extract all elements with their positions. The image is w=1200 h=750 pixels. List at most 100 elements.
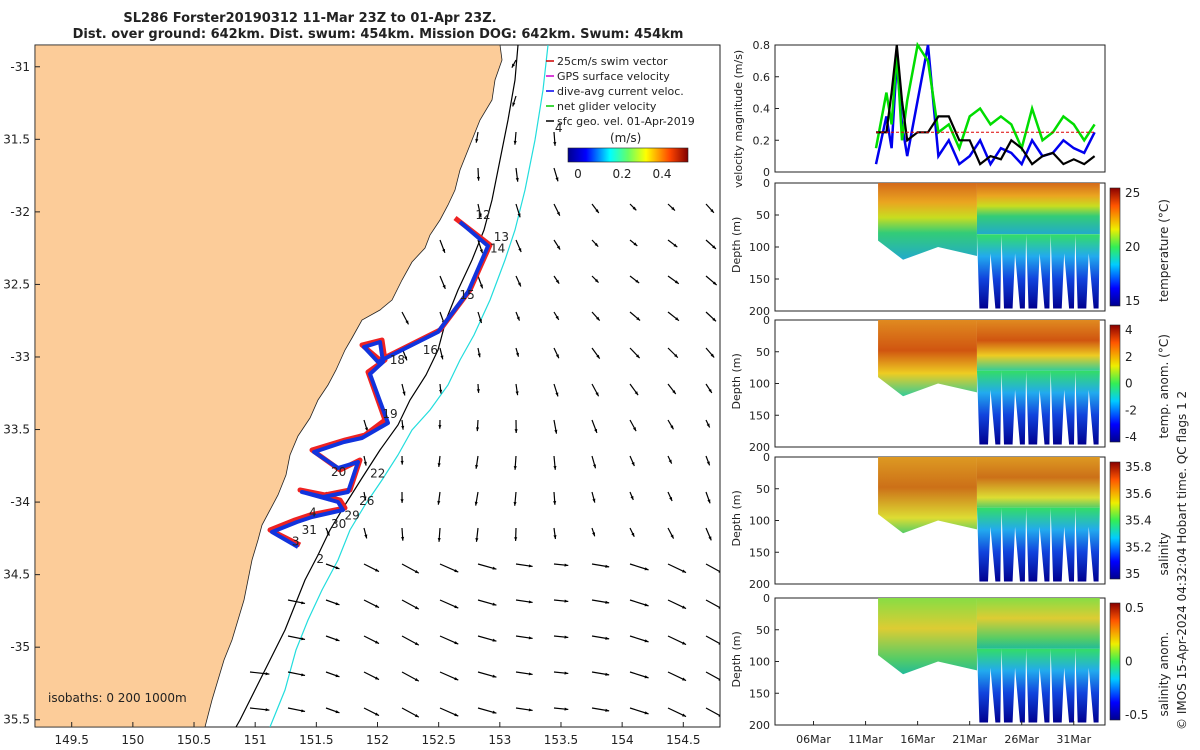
velocity-arrowhead: [492, 638, 497, 642]
velocity-arrowhead: [414, 569, 419, 574]
velocity-arrowhead: [401, 536, 405, 541]
track-label: 19: [382, 407, 397, 421]
velocity-arrowhead: [605, 672, 610, 676]
depth-label: Depth (m): [730, 353, 743, 409]
colorbar-tick-label: 35.2: [1125, 540, 1152, 554]
velocity-arrowhead: [710, 208, 714, 213]
velocity-arrowhead: [454, 713, 459, 717]
velocity-arrowhead: [644, 639, 649, 643]
velocity-arrowhead: [438, 425, 442, 429]
velocity-ytick-label: 0: [763, 166, 770, 179]
velocity-arrowhead: [564, 635, 569, 639]
velocity-arrowhead: [400, 460, 404, 465]
track-label: 15: [459, 288, 474, 302]
lat-tick-label: -35: [10, 640, 30, 654]
velocity-arrowhead: [335, 602, 340, 606]
depth-tick-label: 0: [763, 314, 770, 327]
velocity-arrowhead: [592, 532, 596, 537]
velocity-arrowhead: [718, 713, 720, 717]
lon-tick-label: 152.5: [421, 733, 455, 747]
velocity-arrowhead: [669, 497, 673, 502]
velocity-arrowhead: [528, 708, 533, 712]
velocity-arrowhead: [475, 427, 480, 432]
velocity-arrowhead: [718, 641, 720, 645]
velocity-arrowhead: [375, 568, 380, 572]
svg-text:net glider velocity: net glider velocity: [557, 100, 657, 113]
velocity-arrowhead: [555, 177, 559, 182]
colorbar-tick-label: 35.6: [1125, 487, 1152, 501]
velocity-arrowhead: [674, 280, 679, 284]
velocity-arrowhead: [555, 354, 559, 359]
lon-tick-label: 153: [488, 733, 511, 747]
depth-tick-label: 150: [749, 687, 770, 700]
lat-tick-label: 33.5: [3, 423, 30, 437]
velocity-arrowhead: [492, 602, 497, 606]
depth-tick-label: 100: [749, 241, 770, 254]
velocity-arrowhead: [556, 211, 560, 216]
velocity-arrowhead: [605, 600, 610, 604]
land-mass: [35, 45, 503, 727]
time-tick-label: 11Mar: [848, 733, 883, 746]
colorbar-tick-label: 0: [1125, 377, 1133, 391]
velocity-arrowhead: [710, 353, 715, 358]
lat-tick-label: -34: [10, 495, 30, 509]
velocity-arrowhead: [518, 248, 522, 253]
velocity-arrowhead: [301, 709, 306, 713]
section-panel-temp-anom: 0 50 100 150 200 Depth (m) 4 2 0 -2 -4 temp. anom. …: [730, 314, 1171, 454]
svg-text:sfc geo. vel. 01-Apr-2019: sfc geo. vel. 01-Apr-2019: [557, 115, 695, 128]
lon-tick-label: 152: [366, 733, 389, 747]
velocity-arrowhead: [375, 604, 380, 608]
velocity-arrowhead: [375, 712, 380, 716]
velocity-arrowhead: [718, 569, 720, 573]
velocity-arrowhead: [414, 605, 419, 610]
velocity-arrowhead: [335, 674, 340, 678]
velocity-arrowhead: [712, 245, 716, 249]
depth-label: Depth (m): [730, 631, 743, 687]
section-shallow: [878, 320, 977, 397]
depth-tick-label: 100: [749, 515, 770, 528]
velocity-arrowhead: [594, 242, 599, 247]
velocity-ylabel: velocity magnitude (m/s): [732, 50, 745, 188]
velocity-arrowhead: [553, 535, 557, 540]
section-deep: [976, 234, 1100, 309]
depth-tick-label: 200: [749, 441, 770, 454]
velocity-arrowhead: [512, 102, 516, 107]
velocity-arrowhead: [708, 536, 712, 541]
velocity-arrowhead: [635, 279, 640, 284]
track-label: 22: [370, 466, 385, 480]
velocity-arrowhead: [554, 429, 558, 434]
colorbar-tick-label: 20: [1125, 240, 1140, 254]
velocity-arrowhead: [375, 676, 380, 680]
track-label: 26: [359, 494, 374, 508]
velocity-arrowhead: [632, 206, 637, 211]
velocity-ytick-label: 0.8: [753, 39, 771, 52]
section-deep: [976, 370, 1100, 445]
velocity-arrowhead: [644, 711, 649, 715]
velocity-arrowhead: [414, 713, 419, 718]
velocity-arrowhead: [671, 206, 675, 211]
section-colorbar-label: salinity: [1157, 532, 1171, 575]
velocity-arrowhead: [564, 671, 569, 675]
velocity-yticks: 0 0.2 0.4 0.6 0.8: [753, 39, 779, 179]
velocity-arrowhead: [595, 392, 599, 397]
velocity-arrowhead: [454, 605, 459, 609]
velocity-arrowhead: [556, 245, 561, 250]
velocity-arrowhead: [528, 636, 533, 640]
section-panel-salinity: 0 50 100 150 200 Depth (m) 35.8 35.6 35.4 35.2 35 s…: [730, 451, 1171, 591]
velocity-arrowhead: [326, 531, 330, 536]
velocity-arrowhead: [673, 243, 678, 248]
velocity-arrowhead: [475, 464, 479, 469]
legend-item-dive-avg-current: dive-avg current veloc.: [546, 85, 684, 98]
velocity-series: [874, 41, 1096, 167]
velocity-panel: 0 0.2 0.4 0.6 0.8 velocity magnitude (m/s): [732, 39, 1106, 188]
cb-tick-1: 0.2: [612, 167, 631, 181]
velocity-arrowhead: [265, 672, 270, 676]
velocity-arrowhead: [479, 284, 483, 289]
track-label: 16: [423, 343, 438, 357]
track-label: 12: [475, 208, 490, 222]
velocity-arrowhead: [718, 605, 720, 609]
velocity-arrowhead: [631, 532, 635, 537]
lat-tick-label: 32.5: [3, 277, 30, 291]
